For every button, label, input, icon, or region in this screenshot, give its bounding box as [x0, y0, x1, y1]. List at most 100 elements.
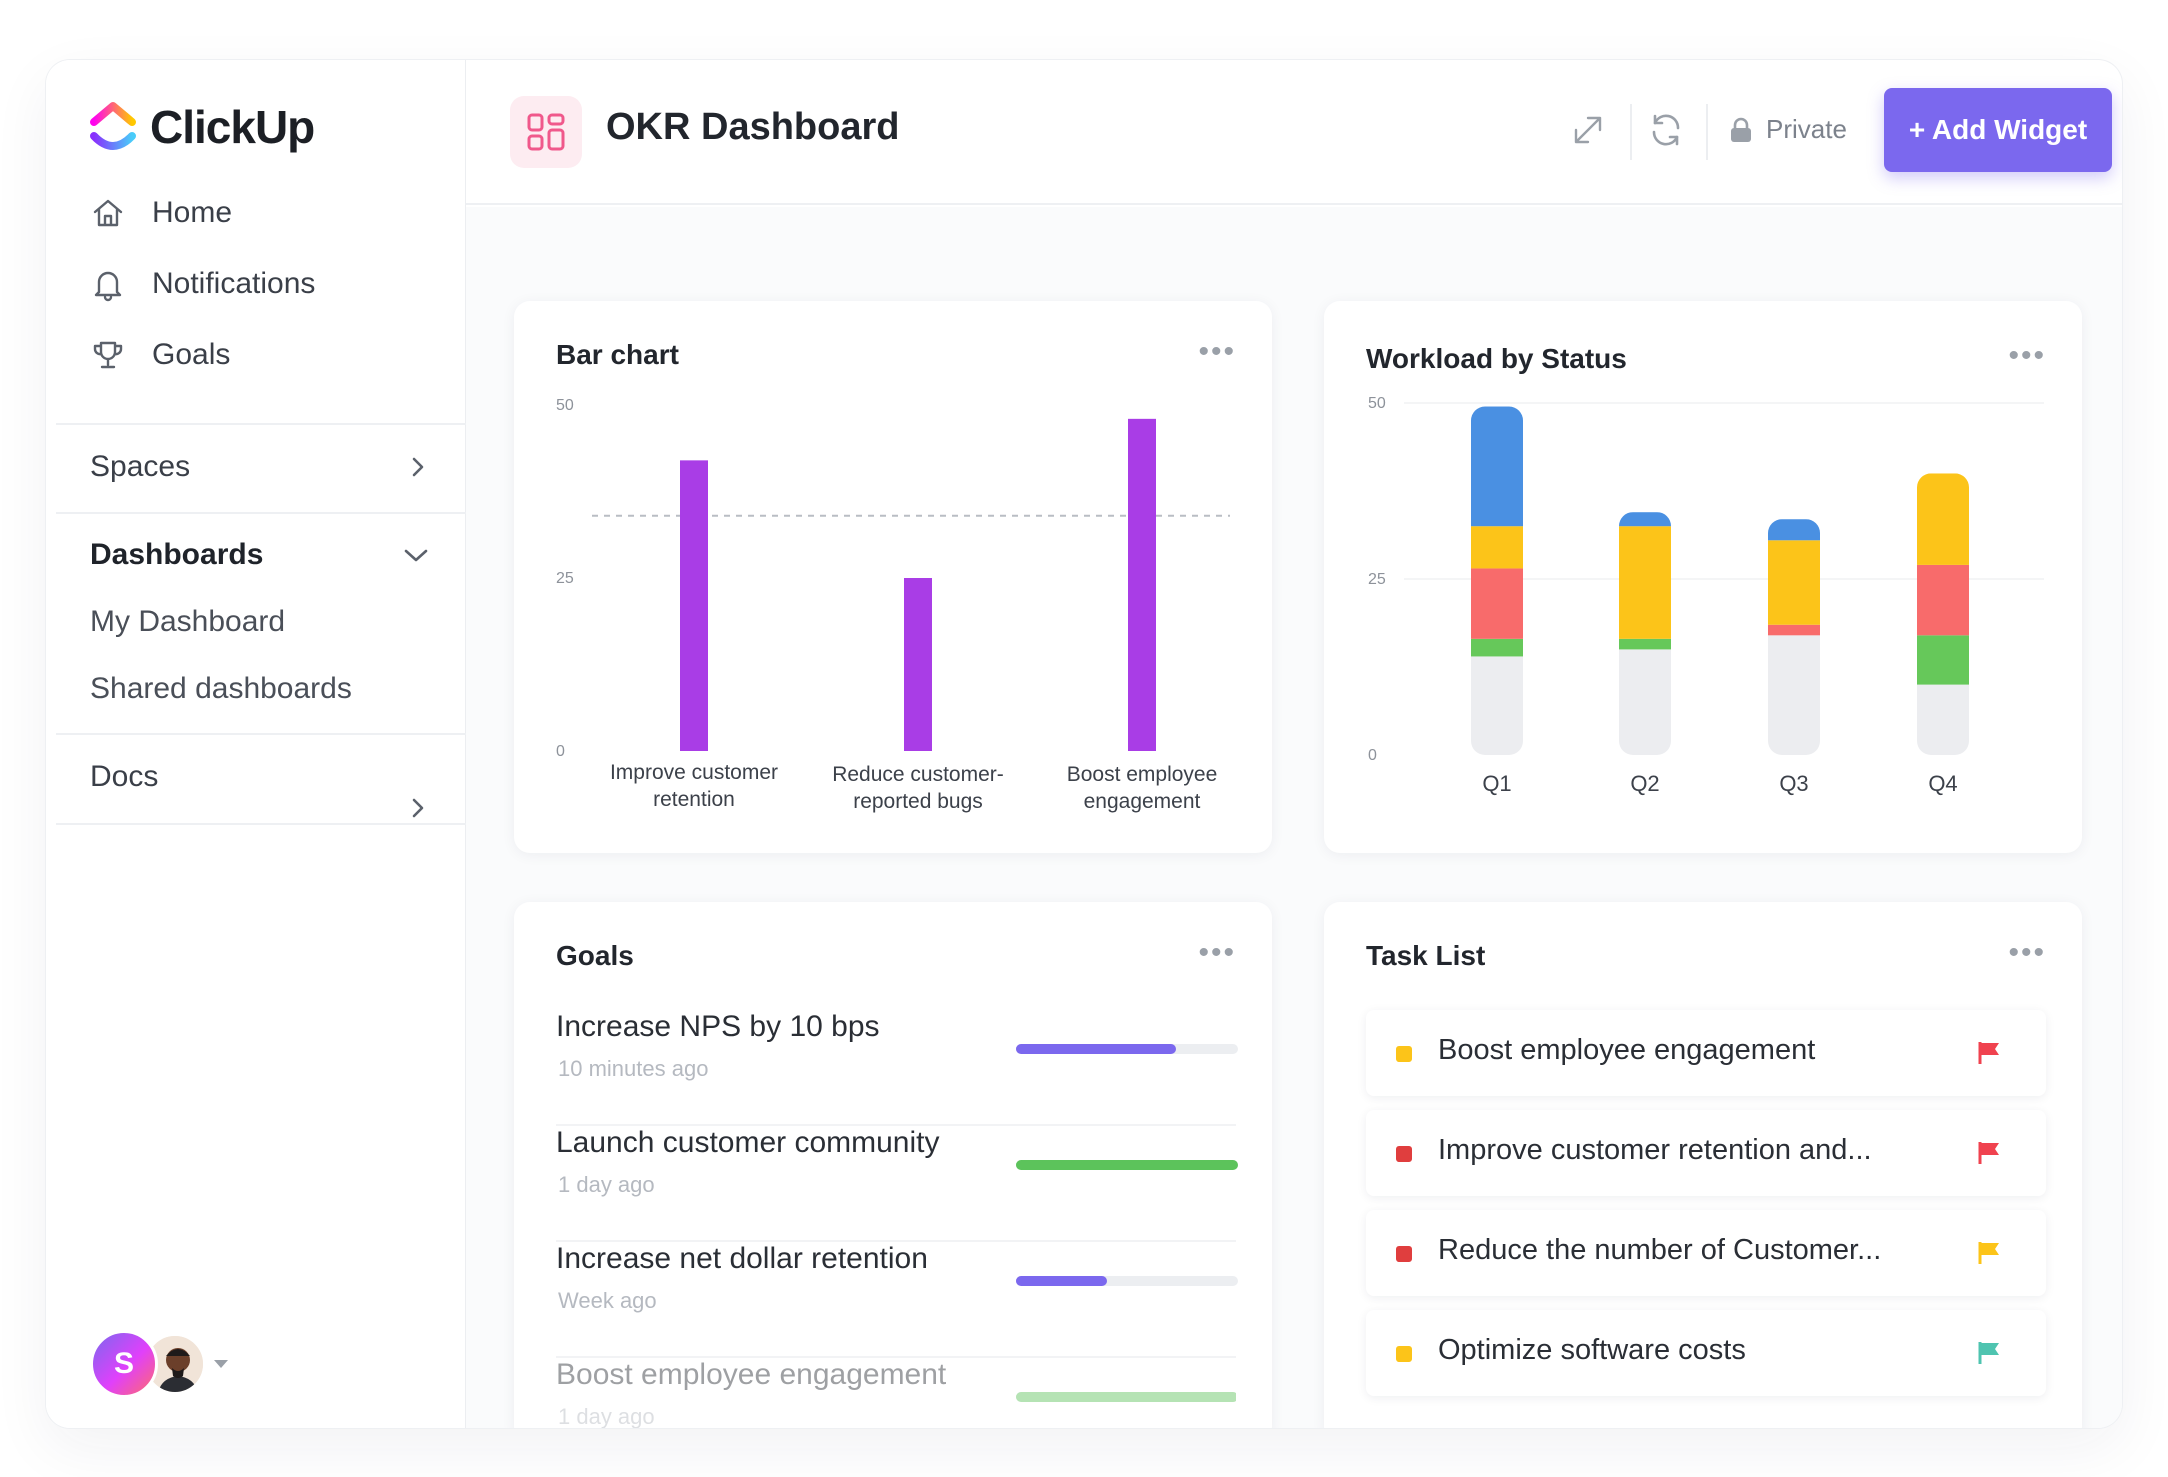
bar-segment-red: [1471, 568, 1523, 639]
bar-segment-yellow: [1768, 540, 1820, 625]
stacked-bar: [1471, 406, 1523, 755]
widget-title: Bar chart: [556, 339, 679, 370]
sidebar-item-notifications[interactable]: Notifications: [90, 266, 315, 302]
x-tick-label: retention: [653, 788, 735, 811]
sidebar-item-shared-dashboards[interactable]: Shared dashboards: [90, 672, 352, 705]
y-tick-label: 25: [556, 570, 574, 587]
chevron-right-icon: [412, 457, 424, 477]
sidebar: ClickUp Home Notifications Goals Spaces: [46, 60, 496, 1428]
sidebar-item-home[interactable]: Home: [90, 195, 232, 231]
app-window: ClickUp Home Notifications Goals Spaces: [46, 60, 2122, 1428]
task-list-widget: Task List ••• Boost employee engagement …: [1324, 902, 2082, 1428]
dashboards-label: Dashboards: [90, 538, 264, 571]
task-name: Reduce the number of Customer...: [1438, 1234, 1882, 1266]
sidebar-section-docs[interactable]: Docs: [90, 760, 430, 794]
person-icon: [147, 1336, 203, 1392]
grid-icon: [527, 113, 565, 151]
page-title: OKR Dashboard: [606, 106, 900, 148]
task-row[interactable]: Reduce the number of Customer...: [1366, 1210, 2046, 1296]
goal-progress-bar: [1016, 1044, 1238, 1054]
logo-text: ClickUp: [150, 101, 315, 153]
x-tick-label: Reduce customer-: [832, 763, 1004, 786]
bar: [680, 460, 708, 751]
task-row[interactable]: Boost employee engagement: [1366, 1010, 2046, 1096]
task-row[interactable]: Optimize software costs: [1366, 1310, 2046, 1396]
dashboard-canvas: Bar chart ••• 0 25 50 Improve customer reten…: [466, 207, 2122, 1428]
task-status-icon: [1396, 1046, 1412, 1062]
sidebar-divider: [56, 423, 496, 425]
bar-chart: 0 25 50 Improve customer retention Reduce cus…: [556, 397, 1230, 813]
clickup-logo[interactable]: ClickUp: [90, 100, 315, 154]
x-tick-label: engagement: [1084, 790, 1201, 813]
user-avatars[interactable]: S: [90, 1330, 228, 1398]
chevron-right-icon[interactable]: [406, 796, 430, 820]
goal-progress-fill: [1016, 1392, 1236, 1402]
x-tick-label: Boost employee: [1067, 763, 1218, 786]
avatar-photo: [144, 1333, 206, 1395]
refresh-icon[interactable]: [1646, 110, 1686, 150]
trophy-icon: [93, 341, 123, 369]
goal-item[interactable]: Launch customer community 1 day ago: [556, 1126, 1238, 1242]
more-icon[interactable]: •••: [1198, 936, 1236, 969]
task-status-icon: [1396, 1146, 1412, 1162]
goal-progress-bar: [1016, 1276, 1238, 1286]
y-tick-label: 50: [556, 397, 574, 414]
y-tick-label: 25: [1368, 571, 1386, 588]
bar-segment-yellow: [1619, 526, 1671, 639]
sidebar-item-goals[interactable]: Goals: [90, 337, 230, 373]
caret-down-icon: [214, 1360, 228, 1368]
bar-segment-gray: [1917, 684, 1969, 755]
stacked-bar: [1619, 512, 1671, 755]
priority-flag-icon[interactable]: [1976, 1040, 2002, 1066]
spaces-label: Spaces: [90, 450, 191, 483]
goal-time: 1 day ago: [558, 1404, 655, 1428]
sidebar-item-my-dashboard[interactable]: My Dashboard: [90, 605, 286, 638]
header-divider: [1630, 104, 1632, 160]
goal-item[interactable]: Boost employee engagement 1 day ago: [556, 1358, 1236, 1428]
bar-segment-green: [1471, 638, 1523, 657]
goals-widget: Goals ••• Increase NPS by 10 bps 10 minu…: [514, 902, 1272, 1428]
more-icon[interactable]: •••: [1198, 335, 1236, 368]
priority-flag-icon[interactable]: [1976, 1340, 2002, 1366]
goal-item[interactable]: Increase NPS by 10 bps 10 minutes ago: [556, 1010, 1238, 1126]
bar-segment-yellow: [1471, 526, 1523, 569]
task-row[interactable]: Improve customer retention and...: [1366, 1110, 2046, 1196]
bar-segment-gray: [1619, 649, 1671, 755]
privacy-toggle[interactable]: Private: [1730, 114, 1847, 145]
stacked-bar: [1917, 473, 1969, 755]
sidebar-divider: [56, 823, 496, 825]
add-widget-button[interactable]: + Add Widget: [1884, 88, 2112, 172]
x-tick-label: Improve customer: [610, 761, 778, 784]
bar-segment-gray: [1768, 635, 1820, 755]
goal-name: Increase NPS by 10 bps: [556, 1010, 880, 1043]
task-name: Boost employee engagement: [1438, 1034, 1816, 1066]
bar-segment-red: [1768, 624, 1820, 636]
avatar: S: [90, 1330, 158, 1398]
y-tick-label: 0: [556, 743, 565, 760]
bar: [1128, 418, 1156, 751]
stacked-bar-chart: 0 25 50 Q1 Q2 Q3 Q4: [1368, 395, 2044, 796]
task-status-icon: [1396, 1346, 1412, 1362]
goal-progress-fill: [1016, 1160, 1238, 1170]
stacked-bar: [1768, 519, 1820, 755]
clickup-logo-icon: [90, 102, 136, 150]
expand-icon[interactable]: [1568, 110, 1608, 150]
goal-name: Launch customer community: [556, 1126, 940, 1159]
bar-segment-blue: [1471, 406, 1523, 527]
sidebar-section-dashboards[interactable]: Dashboards: [90, 538, 430, 572]
task-status-icon: [1396, 1246, 1412, 1262]
sidebar-item-label: Notifications: [152, 267, 316, 300]
sidebar-section-spaces[interactable]: Spaces: [90, 450, 430, 484]
goal-divider: [556, 1124, 1236, 1126]
goal-progress-bar: [1016, 1160, 1238, 1170]
more-icon[interactable]: •••: [2008, 936, 2046, 969]
goal-item[interactable]: Increase net dollar retention Week ago: [556, 1242, 1238, 1358]
goal-progress-fill: [1016, 1044, 1176, 1054]
more-icon[interactable]: •••: [2008, 339, 2046, 372]
sidebar-item-label: Home: [152, 196, 233, 229]
priority-flag-icon[interactable]: [1976, 1240, 2002, 1266]
priority-flag-icon[interactable]: [1976, 1140, 2002, 1166]
sidebar-item-label: Goals: [152, 338, 231, 371]
y-tick-label: 0: [1368, 747, 1377, 764]
goal-divider: [556, 1240, 1236, 1242]
